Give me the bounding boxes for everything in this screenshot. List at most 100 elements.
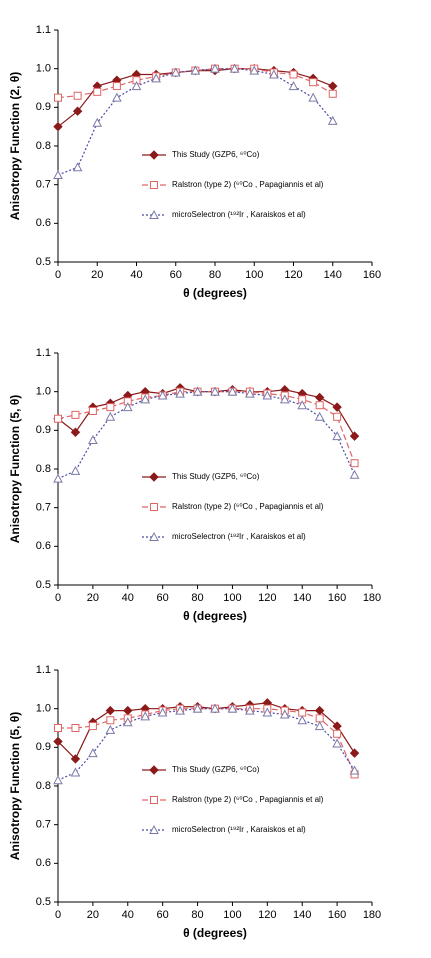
marker: [210, 63, 220, 73]
y-axis-label: Anisotropy Function (5, θ): [8, 395, 22, 543]
x-tick-label: 60: [157, 592, 169, 604]
chart: 0.5 0.6 0.7 0.8 0.9 1.0 1.1 0 20 40 60 80 100 120 140 1…: [8, 24, 381, 300]
y-tick-label: 0.9: [36, 101, 51, 113]
x-tick-label: 80: [191, 909, 203, 921]
marker: [175, 705, 185, 715]
y-tick-label: 0.9: [36, 741, 51, 753]
marker: [192, 703, 203, 713]
marker: [170, 67, 181, 77]
x-tick-label: 140: [293, 592, 311, 604]
marker: [53, 775, 63, 785]
marker: [54, 724, 62, 732]
legend-marker: [149, 824, 159, 834]
y-tick-label: 0.7: [36, 179, 51, 191]
marker: [349, 765, 360, 775]
marker: [151, 73, 161, 83]
x-axis-label: θ (degrees): [183, 286, 247, 300]
y-tick-label: 0.8: [36, 463, 51, 475]
marker: [245, 705, 255, 715]
y-tick-label: 1.0: [36, 386, 51, 398]
y-tick-label: 0.5: [36, 256, 51, 268]
x-tick-label: 160: [328, 592, 346, 604]
marker: [106, 716, 115, 725]
marker: [279, 709, 290, 719]
legend-marker: [150, 181, 158, 189]
marker: [73, 91, 82, 100]
legend-marker: [150, 503, 158, 511]
marker: [106, 403, 115, 412]
y-tick-label: 0.6: [36, 217, 51, 229]
marker: [289, 70, 298, 79]
marker: [70, 427, 81, 437]
x-tick-label: 160: [363, 269, 381, 281]
marker: [92, 117, 103, 127]
marker: [70, 767, 81, 777]
marker: [308, 92, 318, 102]
legend-label: Ralstron (type 2) (⁶⁰Co , Papagiannis et…: [172, 502, 324, 511]
x-tick-label: 20: [87, 909, 99, 921]
marker: [54, 414, 62, 423]
marker: [53, 169, 63, 179]
legend-label: microSelectron (¹⁹²Ir , Karaiskos et al): [172, 825, 306, 834]
y-tick-label: 0.5: [36, 896, 51, 908]
x-tick-label: 100: [245, 269, 263, 281]
x-tick-label: 0: [55, 269, 61, 281]
marker: [105, 411, 116, 421]
legend-label: This Study (GZP6, ⁶⁰Co): [172, 472, 260, 481]
marker: [112, 82, 121, 91]
legend-label: This Study (GZP6, ⁶⁰Co): [172, 150, 260, 159]
marker: [332, 402, 342, 412]
y-tick-label: 0.5: [36, 579, 51, 591]
x-tick-label: 180: [363, 592, 381, 604]
marker: [210, 703, 220, 713]
marker: [297, 400, 308, 410]
marker: [262, 707, 273, 717]
marker: [123, 705, 133, 716]
marker: [229, 63, 240, 73]
legend-marker: [150, 796, 158, 804]
marker: [314, 721, 325, 731]
marker: [309, 78, 318, 87]
legend-marker: [149, 150, 159, 160]
x-tick-label: 100: [223, 592, 241, 604]
x-tick-label: 60: [157, 909, 169, 921]
marker: [131, 81, 142, 91]
marker: [279, 394, 290, 404]
legend-marker: [149, 531, 159, 541]
marker: [315, 714, 324, 723]
marker: [314, 392, 325, 403]
x-tick-label: 40: [130, 269, 142, 281]
marker: [88, 722, 97, 731]
y-tick-label: 0.7: [36, 502, 51, 514]
marker: [297, 715, 308, 725]
x-tick-label: 120: [258, 592, 276, 604]
marker: [157, 390, 168, 400]
y-tick-label: 0.7: [36, 819, 51, 831]
x-axis-label: θ (degrees): [183, 609, 247, 623]
x-tick-label: 40: [122, 909, 134, 921]
marker: [314, 411, 325, 421]
marker: [262, 390, 273, 400]
legend-marker: [149, 472, 159, 482]
x-tick-label: 20: [87, 592, 99, 604]
marker: [71, 724, 80, 732]
x-tick-label: 80: [209, 269, 221, 281]
marker: [210, 386, 220, 396]
marker: [227, 386, 238, 396]
y-tick-label: 1.1: [36, 664, 51, 676]
marker: [140, 394, 151, 404]
marker: [88, 407, 97, 415]
x-tick-label: 180: [363, 909, 381, 921]
y-tick-label: 0.6: [36, 857, 51, 869]
x-tick-label: 160: [328, 909, 346, 921]
x-tick-label: 60: [170, 269, 182, 281]
marker: [70, 465, 81, 475]
y-tick-label: 0.8: [36, 780, 51, 792]
marker: [71, 410, 80, 419]
marker: [332, 431, 342, 441]
x-tick-label: 120: [258, 909, 276, 921]
series-line: [57, 387, 356, 437]
marker: [192, 386, 203, 396]
marker: [349, 469, 360, 479]
marker: [315, 401, 324, 410]
